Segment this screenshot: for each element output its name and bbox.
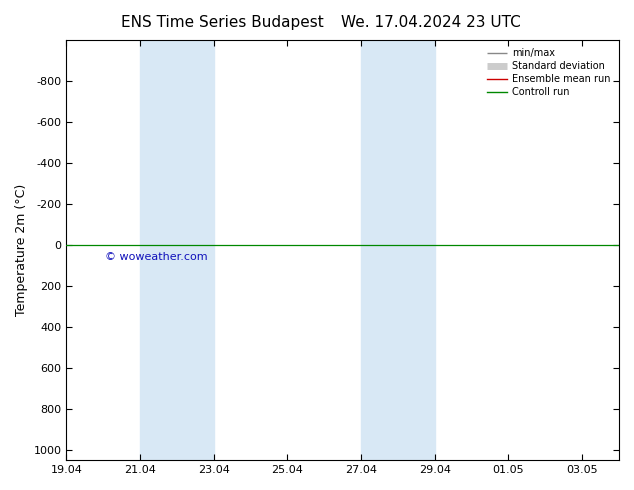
Text: ENS Time Series Budapest: ENS Time Series Budapest — [120, 15, 323, 30]
Y-axis label: Temperature 2m (°C): Temperature 2m (°C) — [15, 184, 28, 316]
Legend: min/max, Standard deviation, Ensemble mean run, Controll run: min/max, Standard deviation, Ensemble me… — [484, 45, 614, 101]
Bar — [361, 40, 435, 460]
Text: © woweather.com: © woweather.com — [105, 252, 208, 262]
Text: We. 17.04.2024 23 UTC: We. 17.04.2024 23 UTC — [341, 15, 521, 30]
Bar — [140, 40, 214, 460]
